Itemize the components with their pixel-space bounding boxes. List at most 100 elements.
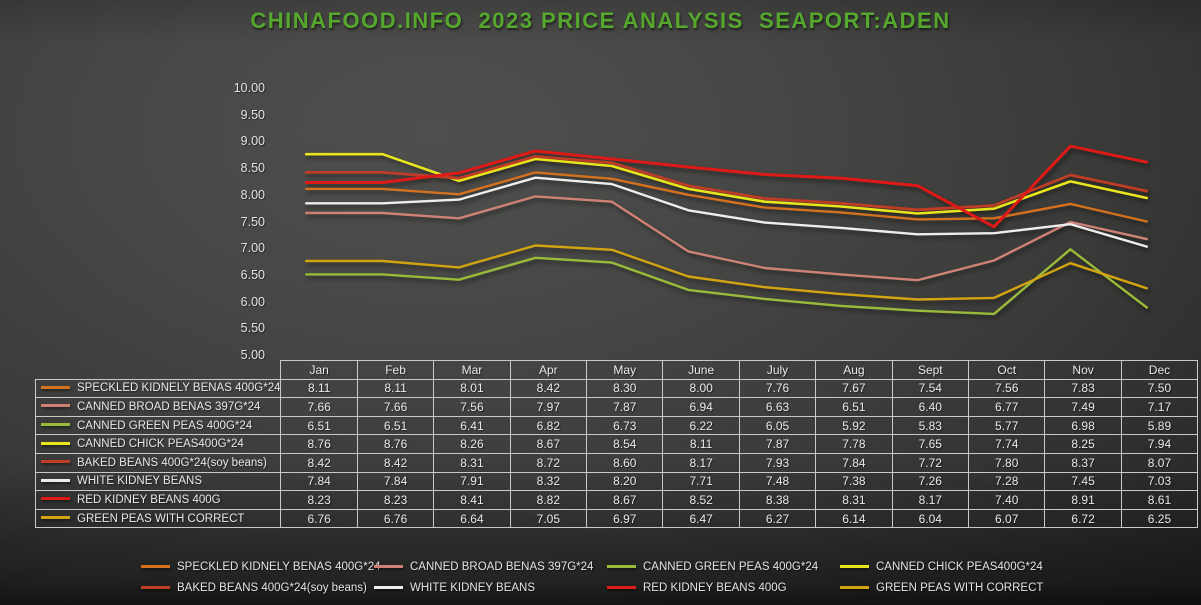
value-cell: 8.37	[1044, 452, 1122, 473]
series-label-cell: CANNED CHICK PEAS400G*24	[34, 434, 282, 454]
value-cell: 6.97	[586, 508, 664, 529]
value-cell: 7.49	[1044, 397, 1122, 417]
value-cell: 8.76	[280, 434, 358, 454]
value-cell: 7.87	[586, 397, 664, 417]
legend-item: BAKED BEANS 400G*24(soy beans)	[140, 581, 373, 595]
table-row: RED KIDNEY BEANS 400G 8.23 8.23 8.41 8.82 8.6…	[34, 490, 1199, 510]
value-cell: 8.72	[509, 452, 588, 473]
series-swatch-line	[41, 385, 70, 389]
y-axis-tick: 8.50	[240, 161, 265, 176]
value-cell: 6.98	[1044, 415, 1122, 436]
value-cell: 7.56	[433, 397, 511, 417]
legend-label: CANNED BROAD BENAS 397G*24	[410, 561, 594, 573]
value-cell: 7.76	[738, 378, 817, 399]
value-cell: 8.67	[586, 490, 664, 510]
value-cell: 7.94	[1120, 434, 1199, 454]
value-cell: 7.93	[738, 452, 817, 473]
legend-item: GREEN PEAS WITH CORRECT	[839, 581, 1072, 595]
series-swatch-line	[41, 423, 70, 427]
value-cell: 6.05	[738, 415, 817, 436]
value-cell: 7.71	[662, 471, 740, 492]
value-cell: 8.67	[509, 434, 588, 454]
month-header: Dec	[1120, 360, 1199, 380]
value-cell: 6.94	[662, 397, 740, 417]
value-cell: 8.23	[356, 490, 435, 510]
series-line	[305, 171, 1148, 223]
value-cell: 8.23	[280, 490, 358, 510]
table-row: CANNED BROAD BENAS 397G*24 7.66 7.66 7.56 7.…	[34, 397, 1199, 417]
series-line	[304, 152, 1149, 215]
value-cell: 7.83	[1044, 378, 1122, 399]
value-cell: 6.51	[815, 397, 893, 417]
series-label: CANNED BROAD BENAS 397G*24	[77, 400, 261, 413]
value-cell: 6.76	[280, 508, 358, 529]
y-axis-tick: 5.00	[240, 348, 265, 362]
series-line	[304, 144, 1149, 229]
data-table: Jan Feb Mar Apr May June July Aug Sept Oct Nov Dec S…	[34, 360, 1199, 529]
value-cell: 6.82	[509, 415, 588, 436]
month-header: May	[586, 360, 664, 380]
legend-item: SPECKLED KIDNELY BENAS 400G*24	[140, 560, 380, 574]
series-label-cell: SPECKLED KIDNELY BENAS 400G*24	[34, 378, 282, 399]
legend-label: GREEN PEAS WITH CORRECT	[876, 582, 1044, 594]
series-label: CANNED CHICK PEAS400G*24	[77, 438, 244, 451]
value-cell: 7.56	[967, 378, 1046, 399]
legend-label: WHITE KIDNEY BEANS	[410, 582, 536, 594]
value-cell: 8.31	[433, 452, 511, 473]
value-cell: 8.07	[1120, 452, 1199, 473]
value-cell: 8.82	[509, 490, 588, 510]
series-label: BAKED BEANS 400G*24(soy beans)	[77, 456, 267, 469]
value-cell: 8.11	[662, 434, 740, 454]
value-cell: 5.83	[891, 415, 970, 436]
legend-label: CANNED CHICK PEAS400G*24	[876, 561, 1043, 573]
value-cell: 8.25	[1044, 434, 1122, 454]
value-cell: 7.48	[738, 471, 817, 492]
month-header: Apr	[509, 360, 588, 380]
series-line	[305, 248, 1148, 316]
y-axis-tick: 7.00	[240, 241, 265, 256]
series-swatch-line	[41, 478, 70, 482]
value-cell: 7.87	[738, 434, 817, 454]
value-cell: 7.78	[815, 434, 893, 454]
month-header: Mar	[433, 360, 511, 380]
value-cell: 7.40	[967, 490, 1046, 510]
table-row: WHITE KIDNEY BEANS 7.84 7.84 7.91 8.32 8.20 7.…	[34, 471, 1199, 492]
value-cell: 8.42	[356, 452, 435, 473]
table-corner-cell	[36, 361, 281, 380]
legend-swatch-line	[141, 585, 170, 589]
series-label-cell: CANNED BROAD BENAS 397G*24	[34, 397, 282, 417]
value-cell: 7.45	[1044, 471, 1122, 492]
value-cell: 8.17	[662, 452, 740, 473]
month-header: Sept	[891, 360, 970, 380]
month-header: July	[738, 360, 817, 380]
value-cell: 7.26	[891, 471, 970, 492]
table-row: GREEN PEAS WITH CORRECT 6.76 6.76 6.64 7.05 6…	[34, 508, 1199, 529]
series-swatch-line	[41, 516, 70, 520]
series-label-cell: WHITE KIDNEY BEANS	[34, 471, 282, 492]
series-label-cell: RED KIDNEY BEANS 400G	[34, 490, 282, 510]
chart-title: CHINAFOOD.INFO 2023 PRICE ANALYSIS SEAPO…	[250, 8, 951, 33]
value-cell: 7.74	[967, 434, 1046, 454]
value-cell: 6.76	[356, 508, 435, 529]
y-axis-tick: 5.50	[240, 321, 265, 336]
value-cell: 8.42	[509, 378, 588, 399]
legend-item: RED KIDNEY BEANS 400G	[606, 581, 839, 595]
value-cell: 7.17	[1120, 397, 1199, 417]
value-cell: 6.22	[662, 415, 740, 436]
value-cell: 8.41	[433, 490, 511, 510]
legend-swatch-line	[607, 585, 636, 589]
legend-swatch-line	[374, 564, 403, 568]
y-axis-tick: 9.50	[240, 107, 265, 122]
value-cell: 6.47	[662, 508, 740, 529]
value-cell: 7.38	[815, 471, 893, 492]
value-cell: 8.76	[356, 434, 435, 454]
value-cell: 6.40	[891, 397, 970, 417]
series-line	[305, 244, 1148, 301]
value-cell: 6.51	[280, 415, 358, 436]
value-cell: 7.67	[815, 378, 893, 399]
value-cell: 6.14	[815, 508, 893, 529]
value-cell: 7.54	[891, 378, 970, 399]
value-cell: 7.80	[967, 452, 1046, 473]
value-cell: 7.91	[433, 471, 511, 492]
value-cell: 5.77	[967, 415, 1046, 436]
